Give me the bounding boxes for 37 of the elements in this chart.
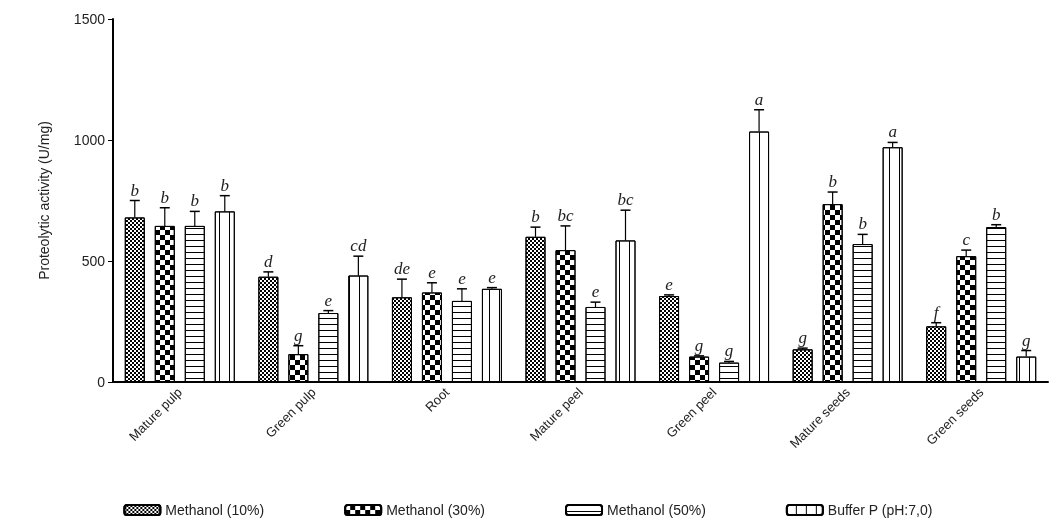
data-label: cd — [350, 236, 367, 256]
data-label: b — [828, 172, 837, 192]
data-label: g — [1021, 330, 1031, 350]
legend-label: Buffer P (pH:7,0) — [827, 502, 933, 518]
data-label: a — [754, 89, 764, 109]
data-label: d — [264, 251, 274, 271]
y-tick-label: 0 — [97, 374, 106, 390]
y-axis-title: Proteolytic activity (U/mg) — [36, 121, 52, 280]
data-label: b — [220, 175, 230, 195]
data-label: b — [160, 187, 170, 207]
y-tick-label: 1500 — [73, 11, 106, 27]
data-label: b — [130, 180, 140, 200]
data-label: e — [428, 262, 437, 282]
legend-label: Methanol (50%) — [607, 502, 706, 518]
data-label: b — [858, 214, 867, 234]
y-tick-label: 1000 — [73, 132, 106, 148]
data-label: de — [393, 259, 411, 279]
legend-label: Methanol (30%) — [386, 502, 486, 518]
data-label: b — [190, 191, 200, 211]
y-tick-label: 500 — [81, 253, 106, 269]
data-label: e — [324, 290, 333, 310]
data-label: b — [531, 207, 540, 227]
data-label: g — [294, 325, 303, 345]
data-label: bc — [557, 205, 574, 225]
data-label: g — [724, 341, 734, 361]
data-label: e — [488, 267, 497, 287]
data-label: g — [694, 335, 704, 355]
data-label: b — [991, 204, 1001, 224]
data-label: e — [665, 274, 674, 294]
data-label: bc — [617, 190, 634, 210]
data-label: a — [888, 122, 897, 142]
data-label: g — [798, 328, 807, 348]
data-label: e — [591, 282, 600, 302]
data-label: e — [458, 268, 467, 288]
data-label: c — [962, 230, 971, 250]
legend-label: Methanol (10%) — [165, 502, 265, 518]
data-label: f — [933, 302, 941, 322]
